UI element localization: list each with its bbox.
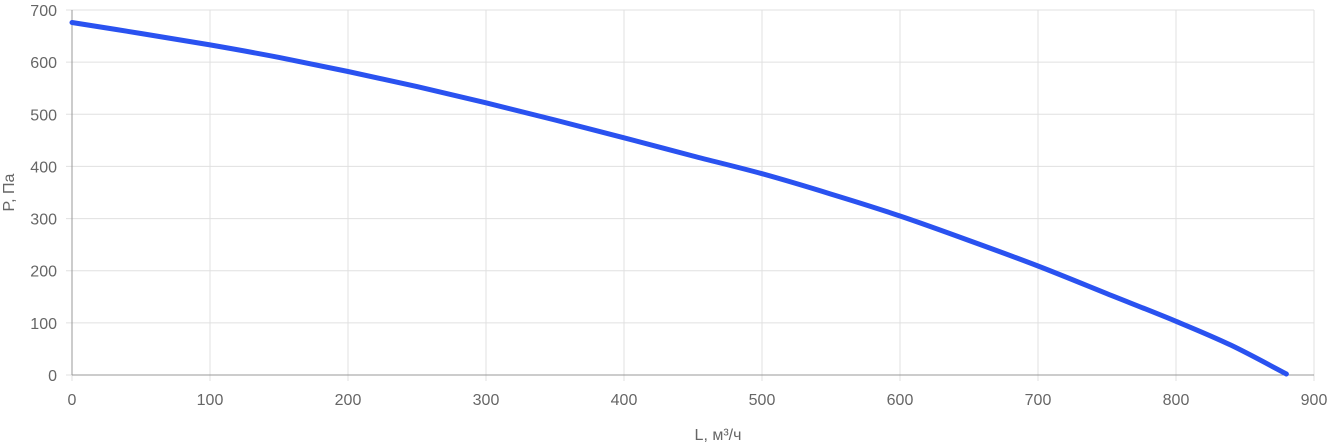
series-line <box>69 20 1289 377</box>
y-tick-label: 300 <box>30 212 57 229</box>
y-axis-title: P, Па <box>1 173 18 211</box>
y-tick-label: 200 <box>30 264 57 281</box>
x-tick-label: 400 <box>611 392 638 409</box>
y-tick-label: 100 <box>30 316 57 333</box>
y-tick-label: 0 <box>48 368 57 385</box>
x-tick-label: 200 <box>335 392 362 409</box>
x-tick-label: 0 <box>68 392 77 409</box>
series-lines <box>69 20 1289 377</box>
x-tick-label: 100 <box>197 392 224 409</box>
y-tick-label: 500 <box>30 107 57 124</box>
axes <box>71 10 1314 376</box>
x-tick-label: 300 <box>473 392 500 409</box>
x-tick-label: 900 <box>1301 392 1328 409</box>
x-tick-label: 800 <box>1163 392 1190 409</box>
y-tick-labels: 0 100 200 300 400 500 600 700 <box>30 3 57 385</box>
x-tick-labels: 0 100 200 300 400 500 600 700 800 900 <box>68 392 1328 409</box>
y-tick-label: 600 <box>30 55 57 72</box>
y-tick-label: 700 <box>30 3 57 20</box>
x-tick-label: 500 <box>749 392 776 409</box>
x-tick-label: 600 <box>887 392 914 409</box>
x-axis-title: L, м³/ч <box>695 427 742 444</box>
grid <box>66 9 1315 381</box>
y-tick-label: 400 <box>30 159 57 176</box>
x-tick-label: 700 <box>1025 392 1052 409</box>
